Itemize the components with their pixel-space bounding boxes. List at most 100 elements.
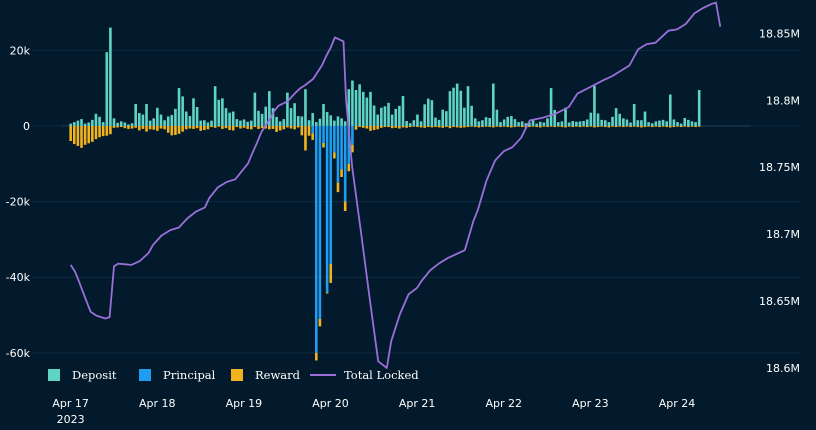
bar-deposit bbox=[105, 52, 109, 126]
bar-deposit bbox=[495, 109, 499, 126]
bar-deposit bbox=[336, 116, 340, 126]
bar-deposit bbox=[177, 88, 181, 126]
bar-reward bbox=[535, 125, 538, 128]
bar-reward bbox=[101, 125, 105, 137]
bar-reward bbox=[340, 169, 343, 177]
bar-deposit bbox=[463, 107, 466, 126]
bar-reward bbox=[607, 125, 611, 128]
legend-item[interactable]: Total Locked bbox=[310, 368, 419, 382]
bar-deposit bbox=[510, 116, 513, 126]
bar-deposit bbox=[351, 80, 354, 126]
legend-item[interactable]: Reward bbox=[231, 368, 301, 382]
bar-deposit bbox=[260, 113, 264, 126]
bar-reward bbox=[437, 125, 441, 128]
bar-reward bbox=[398, 125, 401, 129]
legend-swatch bbox=[139, 369, 151, 381]
bar-reward bbox=[683, 125, 687, 127]
bar-deposit bbox=[683, 117, 687, 126]
bar-deposit bbox=[437, 119, 441, 126]
bar-deposit bbox=[477, 121, 481, 126]
y-left-tick-label: -40k bbox=[6, 271, 31, 284]
bar-principal bbox=[343, 125, 347, 202]
bar-reward bbox=[181, 125, 184, 132]
bar-reward bbox=[445, 125, 448, 128]
bar-reward bbox=[611, 125, 614, 127]
bar-deposit bbox=[199, 120, 203, 126]
bar-reward bbox=[166, 125, 170, 133]
bar-reward bbox=[174, 125, 177, 135]
bar-deposit bbox=[87, 122, 91, 126]
bar-reward bbox=[658, 125, 661, 128]
bar-deposit bbox=[181, 96, 184, 126]
bar-deposit bbox=[647, 122, 650, 126]
legend[interactable]: Deposit Principal Reward Total Locked bbox=[48, 368, 419, 382]
bar-reward bbox=[495, 125, 499, 127]
bar-reward bbox=[640, 125, 643, 128]
bar-reward bbox=[307, 125, 311, 136]
bar-reward bbox=[589, 125, 593, 127]
bar-reward bbox=[354, 125, 358, 130]
x-tick-label: Apr 24 bbox=[659, 397, 696, 410]
bar-deposit bbox=[282, 119, 286, 126]
legend-label: Reward bbox=[255, 368, 301, 382]
bar-deposit bbox=[264, 106, 268, 126]
bar-reward bbox=[314, 352, 318, 361]
legend-item[interactable]: Principal bbox=[139, 368, 216, 382]
bar-deposit bbox=[224, 108, 228, 126]
legend-item[interactable]: Deposit bbox=[48, 368, 117, 382]
bar-reward bbox=[322, 142, 325, 148]
bar-deposit bbox=[174, 108, 177, 126]
bar-reward bbox=[401, 125, 405, 128]
bar-deposit bbox=[184, 111, 188, 126]
bar-reward bbox=[625, 125, 629, 127]
bar-reward bbox=[679, 125, 683, 128]
y-right-tick-label: 18.85M bbox=[759, 27, 800, 40]
legend-label: Principal bbox=[163, 368, 216, 382]
bar-reward bbox=[286, 125, 289, 128]
bar-deposit bbox=[654, 121, 658, 126]
bar-principal bbox=[329, 125, 333, 264]
bar-deposit bbox=[293, 103, 296, 126]
bar-reward bbox=[119, 125, 123, 128]
bar-principal bbox=[325, 125, 329, 293]
bar-deposit bbox=[481, 120, 484, 126]
bar-principal bbox=[311, 125, 314, 134]
bar-reward bbox=[231, 125, 235, 131]
bar-reward bbox=[289, 125, 293, 129]
bar-reward bbox=[517, 125, 520, 127]
bar-reward bbox=[347, 163, 351, 172]
bar-reward bbox=[148, 125, 152, 130]
bar-reward bbox=[473, 125, 477, 128]
bar-reward bbox=[112, 125, 116, 128]
bar-reward bbox=[80, 125, 83, 148]
bar-reward bbox=[553, 125, 557, 128]
bar-reward bbox=[383, 125, 387, 128]
bar-reward bbox=[343, 201, 347, 212]
bar-reward bbox=[549, 125, 553, 127]
bar-deposit bbox=[195, 107, 199, 126]
bar-deposit bbox=[369, 91, 372, 126]
bar-reward bbox=[593, 125, 596, 128]
bar-reward bbox=[253, 125, 257, 128]
bar-deposit bbox=[239, 120, 242, 126]
bar-reward bbox=[466, 125, 470, 128]
bar-reward bbox=[423, 125, 426, 128]
bar-reward bbox=[694, 125, 697, 128]
bar-reward bbox=[257, 125, 260, 129]
bar-reward bbox=[531, 125, 535, 127]
y-left-tick-label: 0 bbox=[23, 120, 30, 133]
bar-deposit bbox=[560, 121, 564, 126]
bar-deposit bbox=[549, 88, 553, 126]
bar-deposit bbox=[271, 108, 275, 126]
bar-deposit bbox=[603, 120, 607, 126]
bar-reward bbox=[564, 125, 567, 128]
bar-deposit bbox=[83, 123, 87, 126]
bar-deposit bbox=[123, 122, 127, 126]
bar-reward bbox=[502, 125, 506, 127]
bar-reward bbox=[687, 125, 690, 128]
bar-reward bbox=[318, 318, 322, 327]
bar-reward bbox=[116, 125, 119, 128]
